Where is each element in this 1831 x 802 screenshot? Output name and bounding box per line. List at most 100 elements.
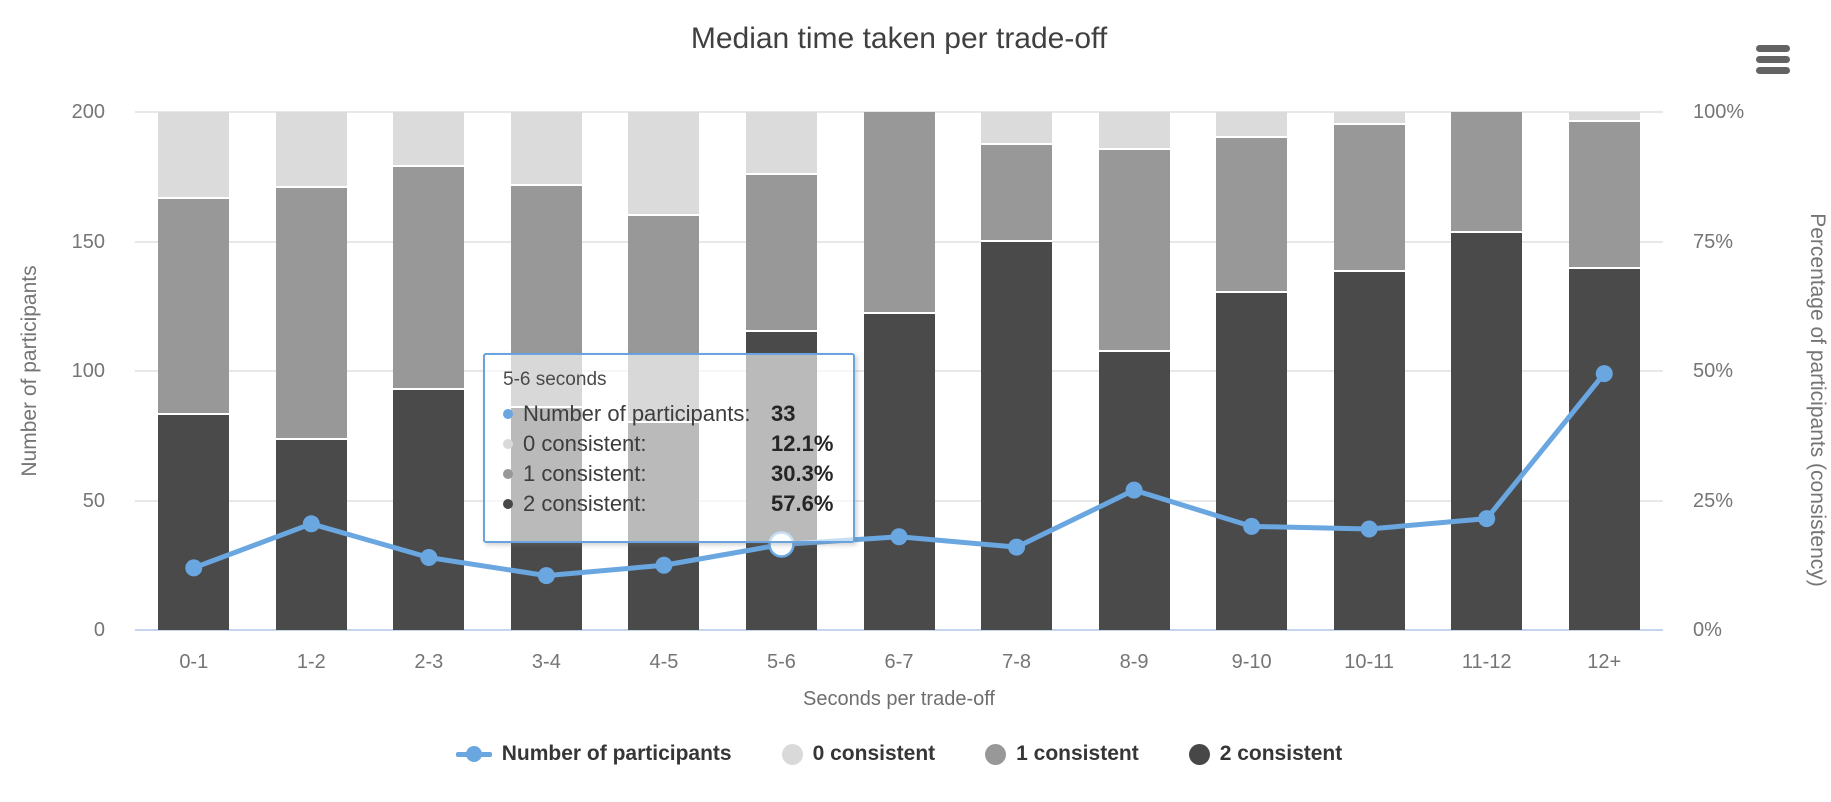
blue-dot-icon bbox=[503, 409, 513, 419]
participants-line-layer bbox=[185, 365, 1613, 585]
x-tick-label-6-7: 6-7 bbox=[884, 651, 914, 673]
bar-segment-1-consistent[interactable] bbox=[1098, 150, 1170, 352]
tooltip-row: 0 consistent: 12.1% bbox=[501, 429, 837, 459]
bar-segment-0-consistent[interactable] bbox=[1568, 112, 1640, 123]
bar-segment-1-consistent[interactable] bbox=[1568, 122, 1640, 269]
plot-area bbox=[135, 111, 1663, 631]
gridline bbox=[135, 111, 1663, 113]
x-tick-label-9-10: 9-10 bbox=[1231, 651, 1272, 673]
line-point-8-9[interactable] bbox=[1125, 481, 1143, 499]
line-point-9-10[interactable] bbox=[1243, 517, 1261, 535]
tooltip-row: 2 consistent: 57.6% bbox=[501, 489, 837, 519]
bar-segment-2-consistent[interactable] bbox=[863, 313, 935, 630]
line-point-4-5[interactable] bbox=[655, 556, 673, 574]
line-point-7-8[interactable] bbox=[1008, 538, 1026, 556]
x-tick-label-12+: 12+ bbox=[1587, 651, 1622, 673]
bar-segment-2-consistent[interactable] bbox=[158, 414, 230, 630]
bar-segment-2-consistent[interactable] bbox=[981, 241, 1053, 630]
bar-segment-0-consistent[interactable] bbox=[510, 112, 582, 187]
bar-segment-1-consistent[interactable] bbox=[275, 187, 347, 441]
tooltip-row-value: 30.3% bbox=[771, 461, 834, 486]
bar-segment-1-consistent[interactable] bbox=[863, 112, 935, 314]
legend-circle-marker-icon bbox=[1188, 743, 1210, 765]
bar-segment-2-consistent[interactable] bbox=[393, 389, 465, 630]
bar-segment-1-consistent[interactable] bbox=[981, 144, 1053, 242]
bar-11-12[interactable] bbox=[1451, 112, 1523, 630]
tooltip-row: 1 consistent: 30.3% bbox=[501, 459, 837, 489]
line-point-6-7[interactable] bbox=[890, 528, 908, 546]
bar-segment-2-consistent[interactable] bbox=[1333, 271, 1405, 630]
tooltip-row-value: 12.1% bbox=[771, 431, 834, 456]
bar-10-11[interactable] bbox=[1333, 112, 1405, 630]
x-tick-label-3-4: 3-4 bbox=[531, 651, 561, 673]
x-tick-label-4-5: 4-5 bbox=[649, 651, 679, 673]
bar-segment-2-consistent[interactable] bbox=[1451, 232, 1523, 630]
legend-item-0-consistent[interactable]: 0 consistent bbox=[781, 742, 935, 766]
line-point-3-4[interactable] bbox=[537, 567, 555, 585]
bar-9-10[interactable] bbox=[1216, 112, 1288, 630]
bar-12+[interactable] bbox=[1568, 112, 1640, 630]
bar-2-3[interactable] bbox=[393, 112, 465, 630]
bar-segment-1-consistent[interactable] bbox=[158, 198, 230, 415]
participants-line bbox=[191, 371, 1607, 579]
bar-segment-2-consistent[interactable] bbox=[1568, 268, 1640, 630]
line-point-11-12[interactable] bbox=[1478, 510, 1496, 528]
bar-segment-1-consistent[interactable] bbox=[1333, 125, 1405, 272]
bar-segment-0-consistent[interactable] bbox=[981, 112, 1053, 145]
y-axis-right-title: Percentage of participants (consistency) bbox=[1806, 213, 1829, 587]
line-point-1-2[interactable] bbox=[302, 515, 320, 533]
bar-1-2[interactable] bbox=[275, 112, 347, 630]
bar-segment-2-consistent[interactable] bbox=[1216, 293, 1288, 630]
x-tick-label-8-9: 8-9 bbox=[1119, 651, 1149, 673]
chart-legend: Number of participants 0 consistent 1 cons… bbox=[135, 742, 1663, 766]
legend-item-number-of-participants[interactable]: Number of participants bbox=[455, 742, 732, 766]
line-point-2-3[interactable] bbox=[420, 548, 438, 566]
tooltip-row: Number of participants: 33 bbox=[501, 399, 837, 429]
bar-7-8[interactable] bbox=[981, 112, 1053, 630]
legend-item-label: 1 consistent bbox=[1016, 742, 1139, 765]
bar-segment-1-consistent[interactable] bbox=[1216, 137, 1288, 294]
bar-segment-0-consistent[interactable] bbox=[1216, 112, 1288, 138]
hamburger-menu-icon bbox=[1756, 45, 1790, 52]
bar-segment-0-consistent[interactable] bbox=[393, 112, 465, 168]
tooltip-row-label: 0 consistent: bbox=[523, 431, 647, 456]
y-left-tick-label: 150 bbox=[71, 230, 105, 253]
bar-segment-1-consistent[interactable] bbox=[393, 167, 465, 390]
legend-line-marker-icon bbox=[455, 746, 492, 762]
chart-title: Median time taken per trade-off bbox=[690, 22, 1108, 55]
bar-segment-0-consistent[interactable] bbox=[1333, 112, 1405, 126]
y-left-tick-label: 0 bbox=[93, 619, 105, 641]
hamburger-menu-icon bbox=[1756, 67, 1790, 74]
x-tick-label-11-12: 11-12 bbox=[1461, 651, 1512, 673]
bar-0-1[interactable] bbox=[158, 112, 230, 630]
legend-item-2-consistent[interactable]: 2 consistent bbox=[1188, 742, 1342, 766]
x-axis-title: Seconds per trade-off bbox=[803, 688, 995, 710]
chart-menu-button[interactable] bbox=[1756, 45, 1790, 77]
tooltip-row-label: 2 consistent: bbox=[523, 491, 647, 516]
bar-segment-0-consistent[interactable] bbox=[275, 112, 347, 188]
y-right-tick-label: 25% bbox=[1693, 489, 1734, 512]
bar-segment-0-consistent[interactable] bbox=[745, 112, 817, 175]
y-left-tick-label: 200 bbox=[71, 101, 105, 123]
legend-item-1-consistent[interactable]: 1 consistent bbox=[985, 742, 1139, 766]
bar-segment-0-consistent[interactable] bbox=[628, 112, 700, 216]
dark-gray-dot-icon bbox=[503, 499, 513, 509]
bar-segment-1-consistent[interactable] bbox=[1451, 112, 1523, 233]
x-axis-baseline bbox=[135, 629, 1663, 631]
line-point-0-1[interactable] bbox=[185, 559, 203, 577]
y-left-tick-label: 50 bbox=[82, 489, 105, 512]
x-tick-label-0-1: 0-1 bbox=[179, 651, 209, 673]
chart-tooltip: 5-6 seconds Number of participants: 33 0 c… bbox=[483, 353, 855, 543]
bar-6-7[interactable] bbox=[863, 112, 935, 630]
y-right-tick-label: 100% bbox=[1693, 101, 1745, 123]
line-point-10-11[interactable] bbox=[1360, 520, 1378, 538]
x-tick-label-5-6: 5-6 bbox=[767, 651, 796, 673]
bar-segment-0-consistent[interactable] bbox=[158, 112, 230, 199]
tooltip-category-title: 5-6 seconds bbox=[503, 369, 607, 390]
bar-segment-0-consistent[interactable] bbox=[1098, 112, 1170, 151]
x-tick-label-7-8: 7-8 bbox=[1002, 651, 1031, 673]
x-tick-label-2-3: 2-3 bbox=[414, 651, 444, 673]
line-point-12+[interactable] bbox=[1595, 365, 1613, 383]
light-gray-dot-icon bbox=[503, 439, 513, 449]
bar-segment-1-consistent[interactable] bbox=[745, 174, 817, 332]
